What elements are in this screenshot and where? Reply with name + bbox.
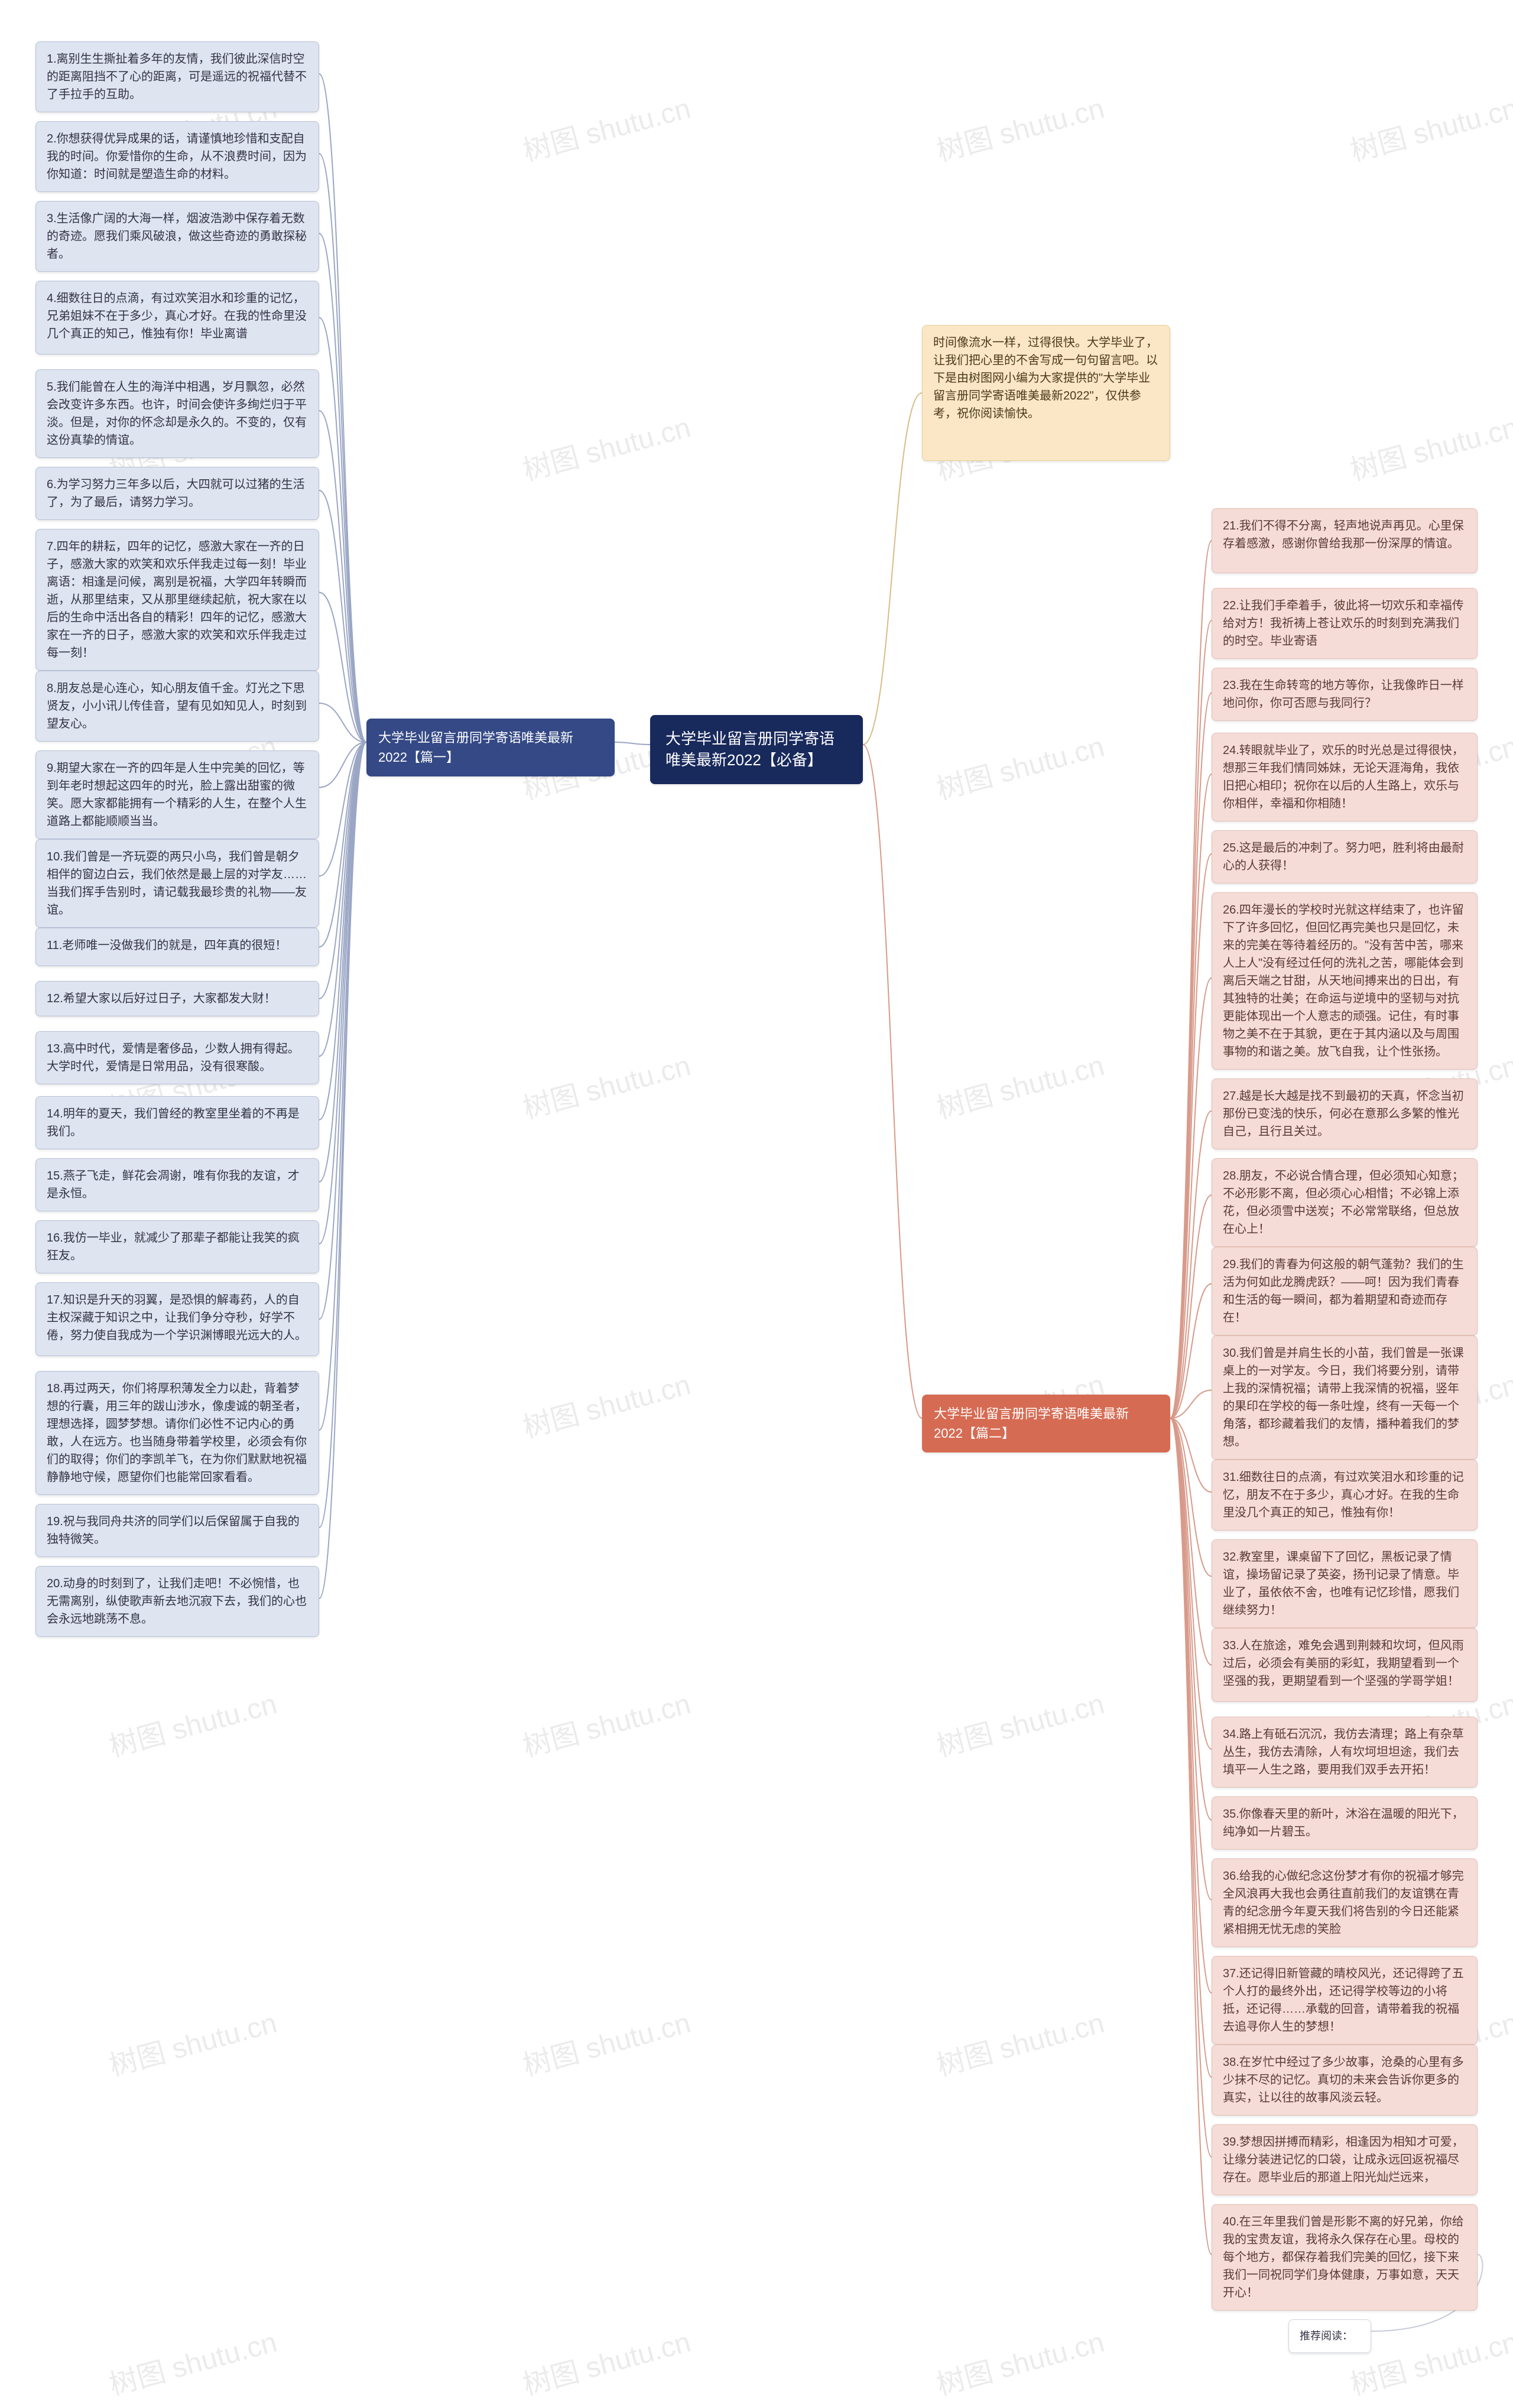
part1-item: 9.期望大家在一齐的四年是人生中完美的回忆，等到年老时想起这四年的时光，脸上露出…	[35, 750, 319, 839]
watermark: 树图 shutu.cn	[104, 1681, 281, 1765]
part1-item: 19.祝与我同舟共济的同学们以后保留属于自我的独特微笑。	[35, 1504, 319, 1557]
part1-item: 5.我们能曾在人生的海洋中相遇，岁月飘忽，必然会改变许多东西。也许，时间会使许多…	[35, 369, 319, 458]
part2-item: 40.在三年里我们曾是形影不离的好兄弟，你给我的宝贵友谊，我将永久保存在心里。母…	[1212, 2204, 1478, 2310]
part1-item: 15.燕子飞走，鲜花会凋谢，唯有你我的友谊，才是永恒。	[35, 1158, 319, 1211]
part2-item: 26.四年漫长的学校时光就这样结束了，也许留下了许多回忆，但回忆再完美也只是回忆…	[1212, 892, 1478, 1070]
part1-node: 大学毕业留言册同学寄语唯美最新 2022【篇一】	[366, 719, 615, 776]
part2-item: 24.转眼就毕业了，欢乐的时光总是过得很快，想那三年我们情同姊妹，无论天涯海角，…	[1212, 733, 1478, 821]
part1-item: 17.知识是升天的羽翼，是恐惧的解毒药，人的自主权深藏于知识之中，让我们争分夺秒…	[35, 1282, 319, 1356]
watermark: 树图 shutu.cn	[931, 2319, 1108, 2403]
part2-item: 39.梦想因拼搏而精彩，相逢因为相知才可爱，让缘分装进记忆的口袋，让成永远回返祝…	[1212, 2124, 1478, 2195]
watermark: 树图 shutu.cn	[1345, 404, 1513, 489]
watermark: 树图 shutu.cn	[104, 2000, 281, 2084]
watermark: 树图 shutu.cn	[931, 1681, 1108, 1765]
part1-item: 10.我们曾是一齐玩耍的两只小鸟，我们曾是朝夕相伴的窗边白云，我们依然是最上层的…	[35, 839, 319, 928]
part2-item: 36.给我的心做纪念这份梦才有你的祝福才够完全风浪再大我也会勇往直前我们的友谊镌…	[1212, 1858, 1478, 1947]
watermark: 树图 shutu.cn	[518, 1361, 694, 1446]
part2-item: 28.朋友，不必说合情合理，但必须知心知意；不必形影不离，但必须心心相惜；不必锦…	[1212, 1158, 1478, 1247]
part2-item: 33.人在旅途，难免会遇到荆棘和坎坷，但风雨过后，必须会有美丽的彩虹，我期望看到…	[1212, 1628, 1478, 1702]
watermark: 树图 shutu.cn	[518, 2319, 694, 2403]
watermark: 树图 shutu.cn	[931, 723, 1108, 808]
watermark: 树图 shutu.cn	[931, 85, 1108, 170]
part2-item: 34.路上有砥石沉沉，我仿去清理；路上有杂草丛生，我仿去清除，人有坎坷坦坦途，我…	[1212, 1717, 1478, 1788]
center-node: 大学毕业留言册同学寄语 唯美最新2022【必备】	[650, 715, 863, 784]
part2-item: 31.细数往日的点滴，有过欢笑泪水和珍重的记忆，朋友不在于多少，真心才好。在我的…	[1212, 1460, 1478, 1530]
watermark: 树图 shutu.cn	[1345, 85, 1513, 170]
part1-item: 1.离别生生撕扯着多年的友情，我们彼此深信时空的距离阻挡不了心的距离，可是遥远的…	[35, 41, 319, 112]
watermark: 树图 shutu.cn	[931, 2000, 1108, 2084]
part1-item: 7.四年的耕耘，四年的记忆，感激大家在一齐的日子，感激大家的欢笑和欢乐伴我走过每…	[35, 529, 319, 671]
part2-item: 23.我在生命转弯的地方等你，让我像昨日一样地问你，你可否愿与我同行？	[1212, 668, 1478, 721]
part1-item: 20.动身的时刻到了，让我们走吧！不必惋惜，也无需离别，纵使歌声新去地沉寂下去，…	[35, 1566, 319, 1637]
watermark: 树图 shutu.cn	[518, 85, 694, 170]
part2-item: 21.我们不得不分离，轻声地说声再见。心里保存着感激，感谢你曾给我那一份深厚的情…	[1212, 508, 1478, 573]
part2-item: 35.你像春天里的新叶，沐浴在温暖的阳光下，纯净如一片碧玉。	[1212, 1796, 1478, 1850]
part1-item: 3.生活像广阔的大海一样，烟波浩渺中保存着无数的奇迹。愿我们乘风破浪，做这些奇迹…	[35, 201, 319, 272]
part1-item: 16.我仿一毕业，就减少了那辈子都能让我笑的疯狂友。	[35, 1220, 319, 1273]
part2-item: 37.还记得旧新管藏的晴校风光，还记得跨了五个人打的最终外出，还记得学校等边的小…	[1212, 1956, 1478, 2045]
part2-item: 30.我们曾是并肩生长的小苗，我们曾是一张课桌上的一对学友。今日，我们将要分别，…	[1212, 1335, 1478, 1460]
part1-item: 13.高中时代，爱情是奢侈品，少数人拥有得起。大学时代，爱情是日常用品，没有很寒…	[35, 1031, 319, 1084]
watermark: 树图 shutu.cn	[518, 2000, 694, 2084]
watermark: 树图 shutu.cn	[518, 1681, 694, 1765]
description-node: 时间像流水一样，过得很快。大学毕业了，让我们把心里的不舍写成一句句留言吧。以下是…	[922, 325, 1170, 461]
part1-item: 4.细数往日的点滴，有过欢笑泪水和珍重的记忆，兄弟姐妹不在于多少，真心才好。在我…	[35, 281, 319, 355]
part1-item: 8.朋友总是心连心，知心朋友值千金。灯光之下思贤友，小小讯儿传佳音，望有见如知见…	[35, 671, 319, 742]
reference-node: 推荐阅读：	[1288, 2319, 1371, 2353]
part2-item: 38.在岁忙中经过了多少故事，沧桑的心里有多少抹不尽的记忆。真切的未来会告诉你更…	[1212, 2045, 1478, 2115]
part2-item: 27.越是长大越是找不到最初的天真，怀念当初那份已变浅的快乐，何必在意那么多繁的…	[1212, 1078, 1478, 1149]
part2-item: 22.让我们手牵着手，彼此将一切欢乐和幸福传给对方！我祈祷上苍让欢乐的时刻到充满…	[1212, 588, 1478, 659]
part1-item: 6.为学习努力三年多以后，大四就可以过猪的生活了，为了最后，请努力学习。	[35, 467, 319, 520]
part2-node: 大学毕业留言册同学寄语唯美最新 2022【篇二】	[922, 1395, 1170, 1452]
part2-item: 25.这是最后的冲刺了。努力吧，胜利将由最耐心的人获得！	[1212, 830, 1478, 883]
watermark: 树图 shutu.cn	[518, 404, 694, 489]
part2-item: 32.教室里，课桌留下了回忆，黑板记录了情谊，操场留记录了英姿，扬刊记录了情意。…	[1212, 1539, 1478, 1628]
watermark: 树图 shutu.cn	[931, 1042, 1108, 1127]
part1-item: 2.你想获得优异成果的话，请谨慎地珍惜和支配自我的时间。你爱惜你的生命，从不浪费…	[35, 121, 319, 192]
part1-item: 11.老师唯一没做我们的就是，四年真的很短！	[35, 928, 319, 966]
part1-item: 12.希望大家以后好过日子，大家都发大财！	[35, 981, 319, 1016]
mindmap-canvas: 树图 shutu.cn 树图 shutu.cn 树图 shutu.cn 树图 shut…	[0, 0, 1513, 2408]
watermark: 树图 shutu.cn	[104, 2319, 281, 2403]
part1-item: 14.明年的夏天，我们曾经的教室里坐着的不再是我们。	[35, 1096, 319, 1149]
part2-item: 29.我们的青春为何这般的朝气蓬勃？我们的生活为何如此龙腾虎跃？——呵！因为我们…	[1212, 1247, 1478, 1335]
part1-item: 18.再过两天，你们将厚积薄发全力以赴，背着梦想的行囊，用三年的跋山涉水，像虔诚…	[35, 1371, 319, 1495]
watermark: 树图 shutu.cn	[518, 1042, 694, 1127]
